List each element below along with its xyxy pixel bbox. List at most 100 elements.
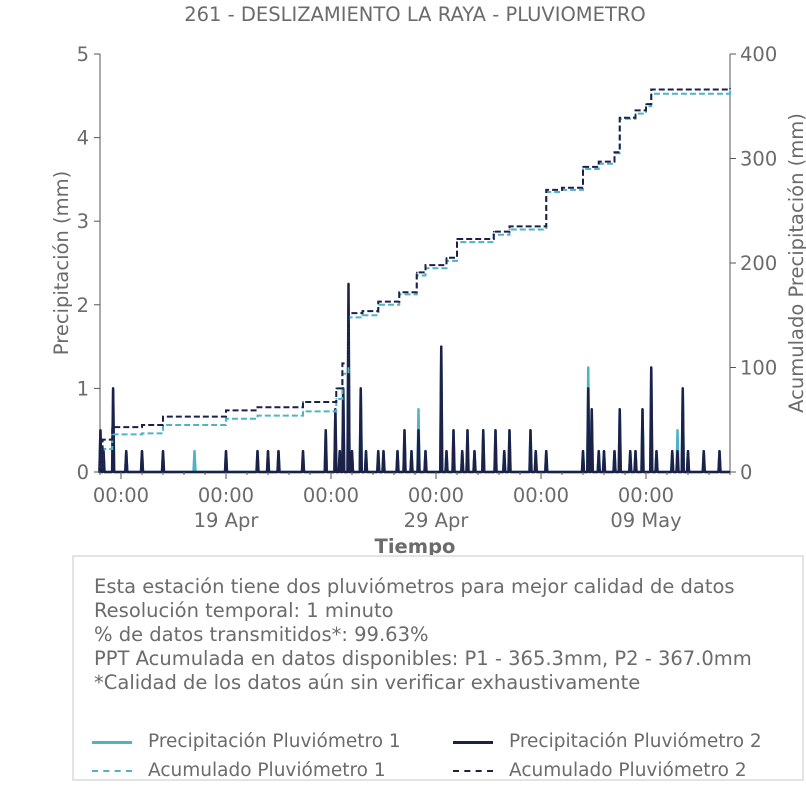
data-point bbox=[377, 300, 380, 303]
legend-swatch-precip-p1 bbox=[92, 741, 132, 744]
data-point bbox=[415, 271, 418, 274]
data-point bbox=[494, 429, 497, 432]
data-point bbox=[361, 314, 364, 317]
series-precipitacion-pluviometro-2 bbox=[98, 282, 730, 474]
data-point bbox=[461, 450, 464, 452]
data-point bbox=[681, 387, 684, 390]
data-point bbox=[456, 238, 458, 240]
data-point bbox=[545, 450, 548, 452]
plot-area bbox=[98, 54, 731, 474]
data-point bbox=[671, 450, 674, 452]
series-acumulado-pluviometro-1 bbox=[99, 89, 731, 468]
legend-swatch-precip-p2 bbox=[453, 741, 493, 744]
data-point bbox=[377, 304, 380, 306]
data-point bbox=[687, 450, 689, 452]
data-point bbox=[141, 450, 143, 452]
y-tick-label: 1 bbox=[77, 377, 89, 400]
data-point bbox=[508, 429, 511, 432]
legend-swatch-accum-p2 bbox=[453, 770, 493, 772]
data-point bbox=[417, 429, 420, 432]
data-point bbox=[225, 409, 227, 412]
chart-title: 261 - DESLIZAMIENTO LA RAYA - PLUVIOMETR… bbox=[184, 3, 646, 26]
data-point bbox=[676, 429, 679, 432]
data-point bbox=[587, 387, 590, 390]
data-point bbox=[618, 408, 621, 411]
data-point bbox=[529, 429, 532, 432]
series-line bbox=[100, 88, 731, 468]
legend-label: Precipitación Pluviómetro 2 bbox=[509, 731, 762, 752]
y-axis-left: 0 1 2 3 4 5 bbox=[77, 43, 100, 484]
data-point bbox=[645, 105, 647, 108]
data-point bbox=[277, 450, 280, 452]
x-tick-label: 00:00 bbox=[93, 484, 149, 507]
y-tick-label: 5 bbox=[77, 43, 89, 66]
data-point bbox=[729, 87, 731, 90]
info-line-accumulated: PPT Acumulada en datos disponibles: P1 -… bbox=[94, 647, 752, 670]
data-point bbox=[561, 186, 563, 189]
data-point bbox=[410, 450, 413, 452]
y2-axis-label: Acumulado Precipitación (mm) bbox=[785, 113, 806, 413]
info-line-resolution: Resolución temporal: 1 minuto bbox=[94, 599, 394, 622]
data-point bbox=[641, 408, 644, 411]
data-point bbox=[302, 450, 304, 452]
data-point bbox=[324, 429, 327, 432]
info-line-quality-note: *Calidad de los datos aún sin verificar … bbox=[94, 671, 641, 694]
y2-tick-label: 200 bbox=[740, 252, 777, 275]
y2-tick-label: 400 bbox=[740, 43, 777, 66]
data-point bbox=[634, 112, 637, 115]
x-tick-date-label: 09 May bbox=[610, 509, 681, 532]
data-point bbox=[141, 432, 143, 435]
data-point bbox=[597, 450, 600, 452]
data-point bbox=[302, 401, 304, 403]
data-point bbox=[582, 450, 584, 452]
data-point bbox=[101, 438, 104, 441]
info-line-transmitted: % de datos transmitidos*: 99.63% bbox=[94, 623, 429, 646]
series-line bbox=[98, 303, 730, 474]
precipitation-chart: 261 - DESLIZAMIENTO LA RAYA - PLUVIOMETR… bbox=[50, 3, 806, 558]
data-point bbox=[718, 450, 721, 452]
data-point bbox=[112, 387, 114, 390]
data-point bbox=[473, 450, 476, 452]
series-acumulado-pluviometro-2 bbox=[99, 87, 731, 468]
data-point bbox=[534, 450, 537, 452]
y2-tick-label: 0 bbox=[740, 461, 752, 484]
data-point bbox=[398, 291, 401, 294]
data-point bbox=[650, 366, 653, 369]
data-point bbox=[597, 160, 600, 163]
data-point bbox=[162, 450, 164, 452]
data-point bbox=[587, 366, 590, 369]
y2-tick-label: 300 bbox=[740, 148, 777, 171]
x-axis-label: Tiempo bbox=[375, 535, 456, 558]
y-tick-label: 2 bbox=[77, 294, 89, 317]
data-point bbox=[359, 387, 362, 390]
data-point bbox=[629, 450, 632, 452]
x-tick-date-label: 19 Apr bbox=[194, 509, 260, 532]
data-point bbox=[702, 450, 705, 452]
data-point bbox=[503, 450, 506, 452]
data-point bbox=[335, 398, 338, 400]
data-point bbox=[452, 429, 455, 432]
y2-tick-label: 100 bbox=[740, 357, 777, 380]
data-point bbox=[162, 415, 164, 418]
data-point bbox=[341, 362, 344, 365]
x-tick-label: 00:00 bbox=[303, 484, 359, 507]
data-point bbox=[335, 387, 338, 390]
data-point bbox=[111, 426, 114, 428]
y-tick-label: 4 bbox=[77, 127, 89, 150]
data-point bbox=[396, 450, 399, 452]
info-panel: Esta estación tiene dos pluviómetros par… bbox=[72, 555, 804, 781]
data-point bbox=[256, 450, 259, 452]
legend-label: Acumulado Pluviómetro 1 bbox=[148, 760, 386, 781]
info-line-stations: Esta estación tiene dos pluviómetros par… bbox=[94, 575, 735, 598]
legend-label: Precipitación Pluviómetro 1 bbox=[148, 731, 401, 752]
data-point bbox=[417, 408, 420, 411]
y-tick-label: 3 bbox=[77, 210, 89, 233]
data-point bbox=[645, 103, 647, 105]
data-point bbox=[634, 450, 637, 452]
data-point bbox=[482, 429, 485, 432]
data-point bbox=[613, 450, 616, 452]
data-point bbox=[256, 406, 259, 409]
data-point bbox=[445, 256, 448, 259]
data-point bbox=[141, 424, 143, 426]
